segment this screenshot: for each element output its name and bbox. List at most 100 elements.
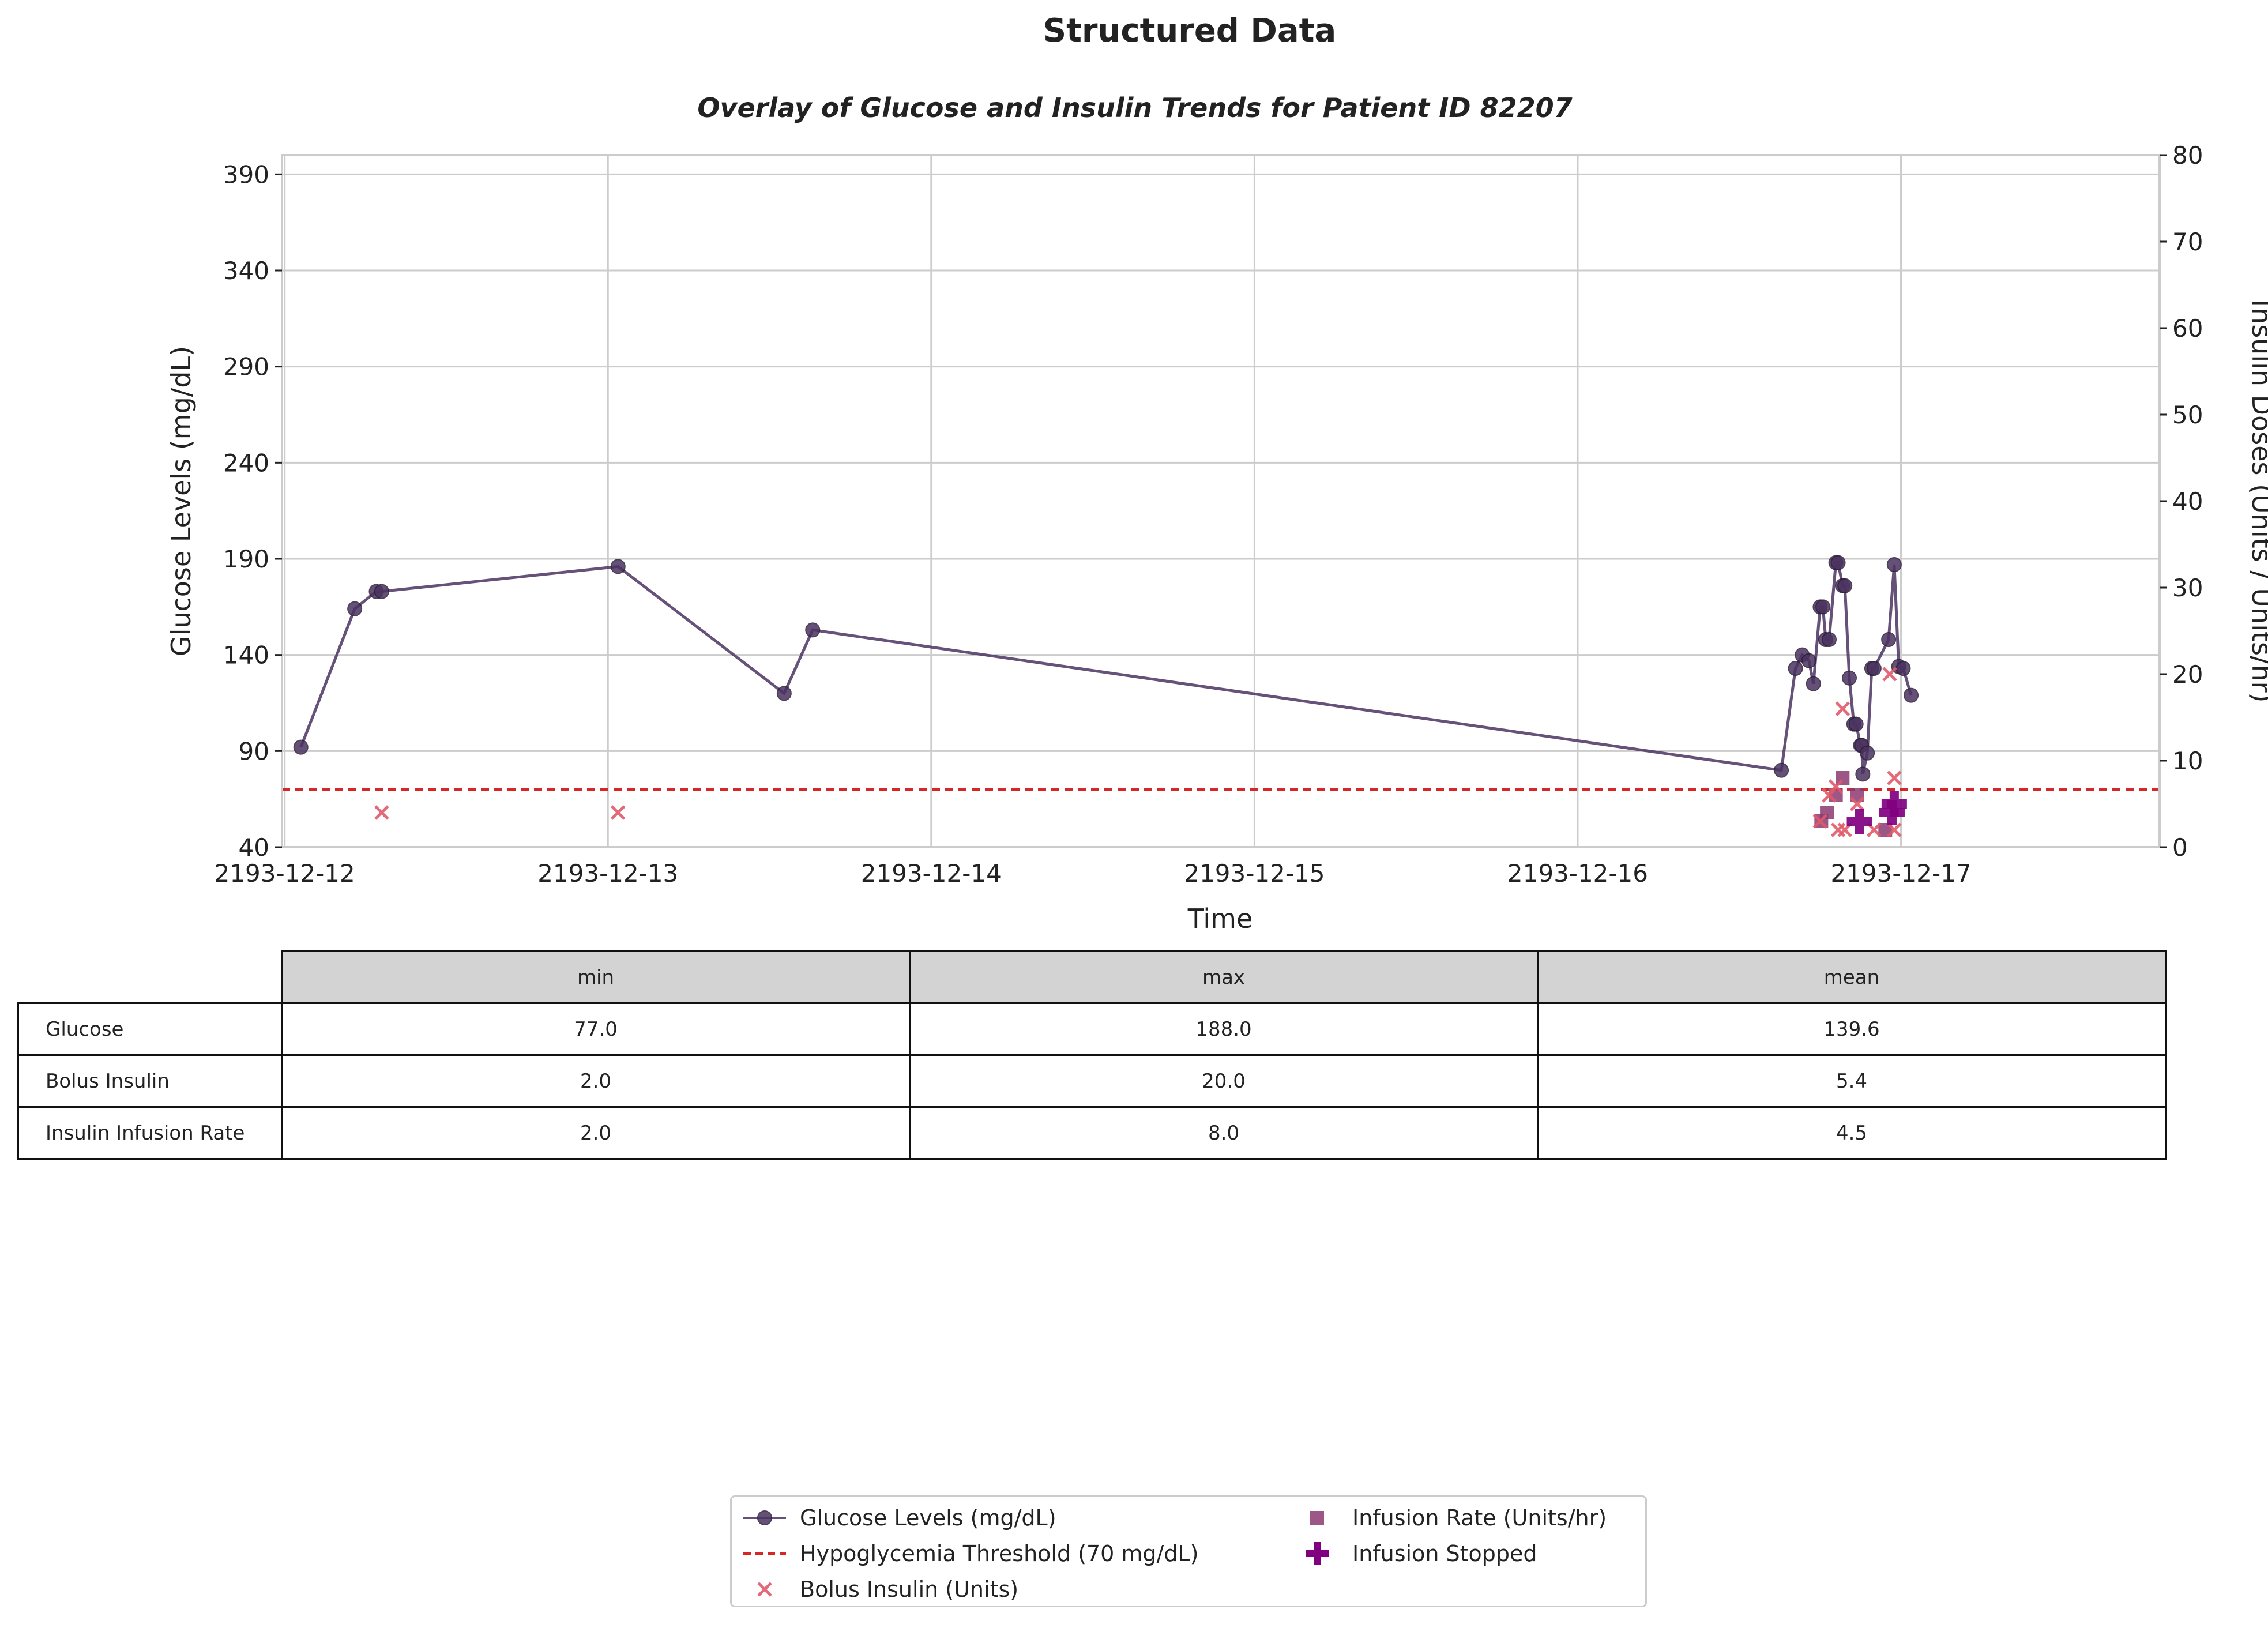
x-axis-label: Time bbox=[1187, 903, 1253, 934]
glucose-point bbox=[1842, 670, 1857, 686]
y-tick-label: 140 bbox=[223, 641, 269, 670]
chart-legend: Glucose Levels (mg/dL) Hypoglycemia Thre… bbox=[730, 1495, 1647, 1607]
table-row-label: Bolus Insulin bbox=[17, 1054, 283, 1108]
y-axis-label: Glucose Levels (mg/dL) bbox=[166, 346, 197, 656]
glucose-point bbox=[1866, 661, 1882, 676]
x-tick-label: 2193-12-17 bbox=[1830, 859, 1971, 888]
legend-label: Glucose Levels (mg/dL) bbox=[800, 1505, 1056, 1531]
grid-layer bbox=[282, 155, 2160, 847]
plot-frame bbox=[281, 154, 2161, 848]
y-right-tick-label: 70 bbox=[2172, 228, 2203, 256]
legend-item-glucose: Glucose Levels (mg/dL) bbox=[740, 1502, 1056, 1534]
glucose-point bbox=[1848, 716, 1864, 732]
bolus-insulin-point bbox=[1830, 822, 1846, 837]
plus-marker-icon bbox=[1306, 1542, 1329, 1565]
y-right-tick-label: 60 bbox=[2172, 314, 2203, 343]
table-cell: 77.0 bbox=[281, 1002, 911, 1056]
table-cell: 8.0 bbox=[909, 1106, 1539, 1160]
chart-title: Overlay of Glucose and Insulin Trends fo… bbox=[697, 92, 1572, 123]
y-tick-label: 90 bbox=[239, 737, 269, 765]
glucose-point bbox=[1837, 578, 1853, 593]
y-right-tick-label: 30 bbox=[2172, 574, 2203, 602]
y-tick-label: 190 bbox=[223, 545, 269, 573]
table-row-label: Insulin Infusion Rate bbox=[17, 1106, 283, 1160]
bolus-insulin-point bbox=[1812, 814, 1828, 829]
glucose-point bbox=[1815, 599, 1831, 615]
table-cell: 5.4 bbox=[1537, 1054, 2167, 1108]
glucose-point bbox=[805, 622, 821, 638]
table-row: Glucose 77.0 188.0 139.6 bbox=[17, 1002, 2167, 1056]
chart-figure: Structured Data Overlay of Glucose and I… bbox=[166, 12, 2268, 934]
summary-table: min max mean Glucose 77.0 188.0 139.6 Bo… bbox=[17, 950, 2167, 1160]
y-axis-right-label: Insulin Doses (Units / Units/hr) bbox=[2246, 299, 2268, 702]
glucose-point bbox=[1860, 745, 1875, 761]
bolus-insulin-point bbox=[1887, 822, 1902, 837]
y-tick-label: 240 bbox=[223, 449, 269, 477]
bolus-insulin-point bbox=[1828, 779, 1844, 794]
y-tick-label: 40 bbox=[239, 833, 269, 862]
y-right-tick-label: 10 bbox=[2172, 747, 2203, 775]
y-tick-label: 290 bbox=[223, 353, 269, 381]
table-row: Insulin Infusion Rate 2.0 8.0 4.5 bbox=[17, 1106, 2167, 1160]
table-cell: 2.0 bbox=[281, 1106, 911, 1160]
bolus-insulin-point bbox=[1887, 770, 1902, 785]
y-right-tick-label: 50 bbox=[2172, 401, 2203, 429]
glucose-point bbox=[1830, 555, 1846, 570]
table-cell: 4.5 bbox=[1537, 1106, 2167, 1160]
axis-layer: 2193-12-12 2193-12-13 2193-12-14 2193-12-15… bbox=[215, 141, 2203, 888]
glucose-point bbox=[1881, 632, 1897, 647]
legend-item-infusion-rate: Infusion Rate (Units/hr) bbox=[1292, 1502, 1607, 1534]
glucose-point bbox=[1904, 687, 1919, 703]
legend-label: Infusion Rate (Units/hr) bbox=[1352, 1505, 1607, 1531]
glucose-point bbox=[1788, 661, 1803, 676]
dashed-line-icon bbox=[743, 1552, 786, 1555]
x-tick-label: 2193-12-12 bbox=[215, 859, 355, 888]
table-corner-cell bbox=[18, 952, 282, 1003]
y-right-tick-label: 20 bbox=[2172, 660, 2203, 689]
bolus-insulin-point bbox=[1835, 701, 1850, 716]
bolus-insulin-point bbox=[374, 805, 389, 820]
bolus-insulin-point bbox=[1849, 796, 1865, 811]
glucose-point bbox=[776, 686, 792, 701]
glucose-point bbox=[1855, 766, 1871, 782]
x-tick-label: 2193-12-13 bbox=[537, 859, 678, 888]
glucose-point bbox=[374, 584, 389, 599]
table-row: Bolus Insulin 2.0 20.0 5.4 bbox=[17, 1054, 2167, 1108]
table-cell: 139.6 bbox=[1537, 1002, 2167, 1056]
line-circle-marker-icon bbox=[743, 1510, 786, 1525]
legend-item-bolus: Bolus Insulin (Units) bbox=[740, 1573, 1018, 1606]
table-cell: 2.0 bbox=[281, 1054, 911, 1108]
square-marker-icon bbox=[1310, 1511, 1324, 1525]
table-cell: 20.0 bbox=[909, 1054, 1539, 1108]
glucose-point bbox=[1801, 653, 1816, 668]
table-cell: 188.0 bbox=[909, 1002, 1539, 1056]
table-column-header: min bbox=[281, 950, 911, 1004]
x-tick-label: 2193-12-16 bbox=[1507, 859, 1648, 888]
legend-item-infusion-stopped: Infusion Stopped bbox=[1292, 1537, 1537, 1570]
infusion-stopped-point bbox=[1881, 791, 1907, 817]
glucose-point bbox=[1806, 676, 1821, 691]
y-tick-label: 340 bbox=[223, 257, 269, 285]
y-tick-label: 390 bbox=[223, 160, 269, 189]
glucose-point bbox=[1886, 557, 1902, 572]
bolus-insulin-point bbox=[1882, 667, 1897, 682]
legend-label: Bolus Insulin (Units) bbox=[800, 1577, 1019, 1602]
x-tick-label: 2193-12-15 bbox=[1184, 859, 1325, 888]
y-right-tick-label: 80 bbox=[2172, 141, 2203, 170]
x-tick-label: 2193-12-14 bbox=[861, 859, 1002, 888]
glucose-point bbox=[610, 559, 626, 574]
figure-suptitle: Structured Data bbox=[1043, 12, 1336, 50]
series-layer bbox=[293, 555, 1919, 837]
glucose-point bbox=[1895, 661, 1911, 676]
legend-item-threshold: Hypoglycemia Threshold (70 mg/dL) bbox=[740, 1537, 1198, 1570]
infusion-stopped-point bbox=[1846, 809, 1872, 834]
y-right-tick-label: 0 bbox=[2172, 833, 2188, 862]
bolus-insulin-point bbox=[610, 805, 626, 820]
glucose-series-line bbox=[299, 561, 1913, 774]
legend-label: Infusion Stopped bbox=[1352, 1541, 1537, 1566]
table-column-header: mean bbox=[1537, 950, 2167, 1004]
glucose-point bbox=[1821, 632, 1837, 647]
legend-label: Hypoglycemia Threshold (70 mg/dL) bbox=[800, 1541, 1199, 1566]
glucose-point bbox=[293, 739, 309, 755]
table-row-label: Glucose bbox=[17, 1002, 283, 1056]
